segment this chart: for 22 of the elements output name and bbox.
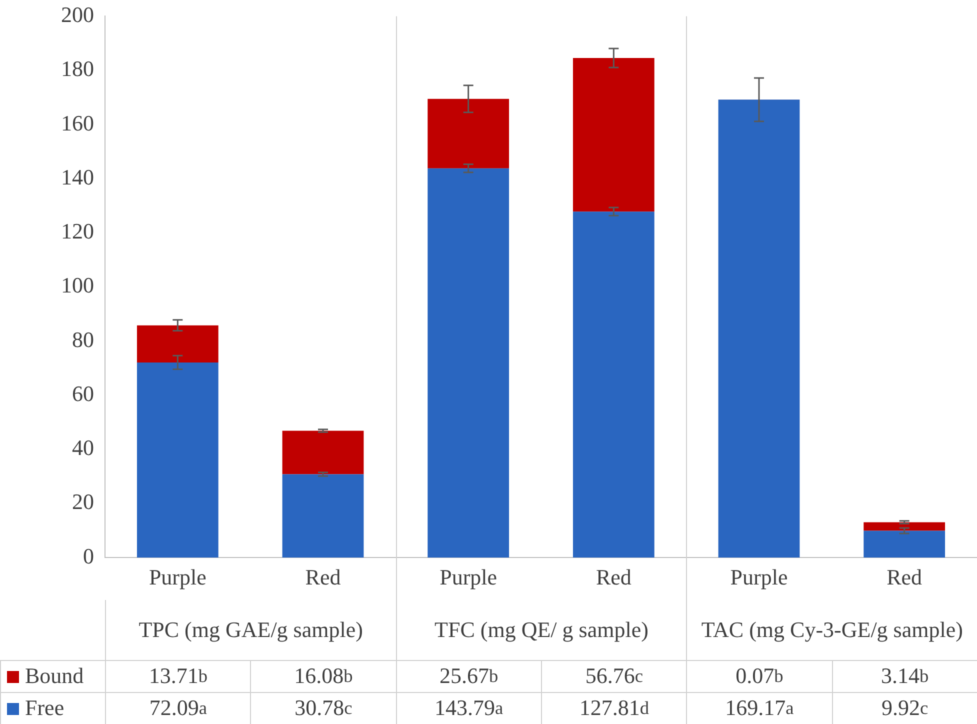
- text: TAC (mg Cy-3-GE/g sample): [686, 600, 977, 660]
- y-tick-label: 100: [61, 272, 94, 298]
- y-tick-label: 140: [61, 164, 94, 190]
- y-tick-label: 60: [72, 380, 94, 406]
- x-tick-label: Red: [305, 564, 341, 590]
- y-tick-label: 120: [61, 218, 94, 244]
- y-tick-label: 160: [61, 110, 94, 136]
- text: TPC (mg GAE/g sample): [105, 600, 396, 660]
- y-tick-label: 180: [61, 56, 94, 82]
- y-tick-label: 200: [61, 2, 94, 27]
- x-tick-label: Purple: [730, 564, 788, 590]
- y-tick-label: 0: [83, 543, 94, 568]
- legend-label: Bound: [25, 663, 84, 689]
- legend-label: Free: [25, 695, 64, 721]
- text: TFC (mg QE/ g sample): [396, 600, 686, 660]
- x-tick-label: Red: [886, 564, 922, 590]
- y-tick-label: 40: [72, 435, 94, 460]
- x-tick-label: Red: [596, 564, 632, 590]
- y-tick-label: 20: [72, 489, 94, 514]
- x-tick-label: Purple: [148, 564, 206, 590]
- x-tick-label: Purple: [440, 564, 498, 590]
- y-tick-label: 80: [72, 326, 94, 352]
